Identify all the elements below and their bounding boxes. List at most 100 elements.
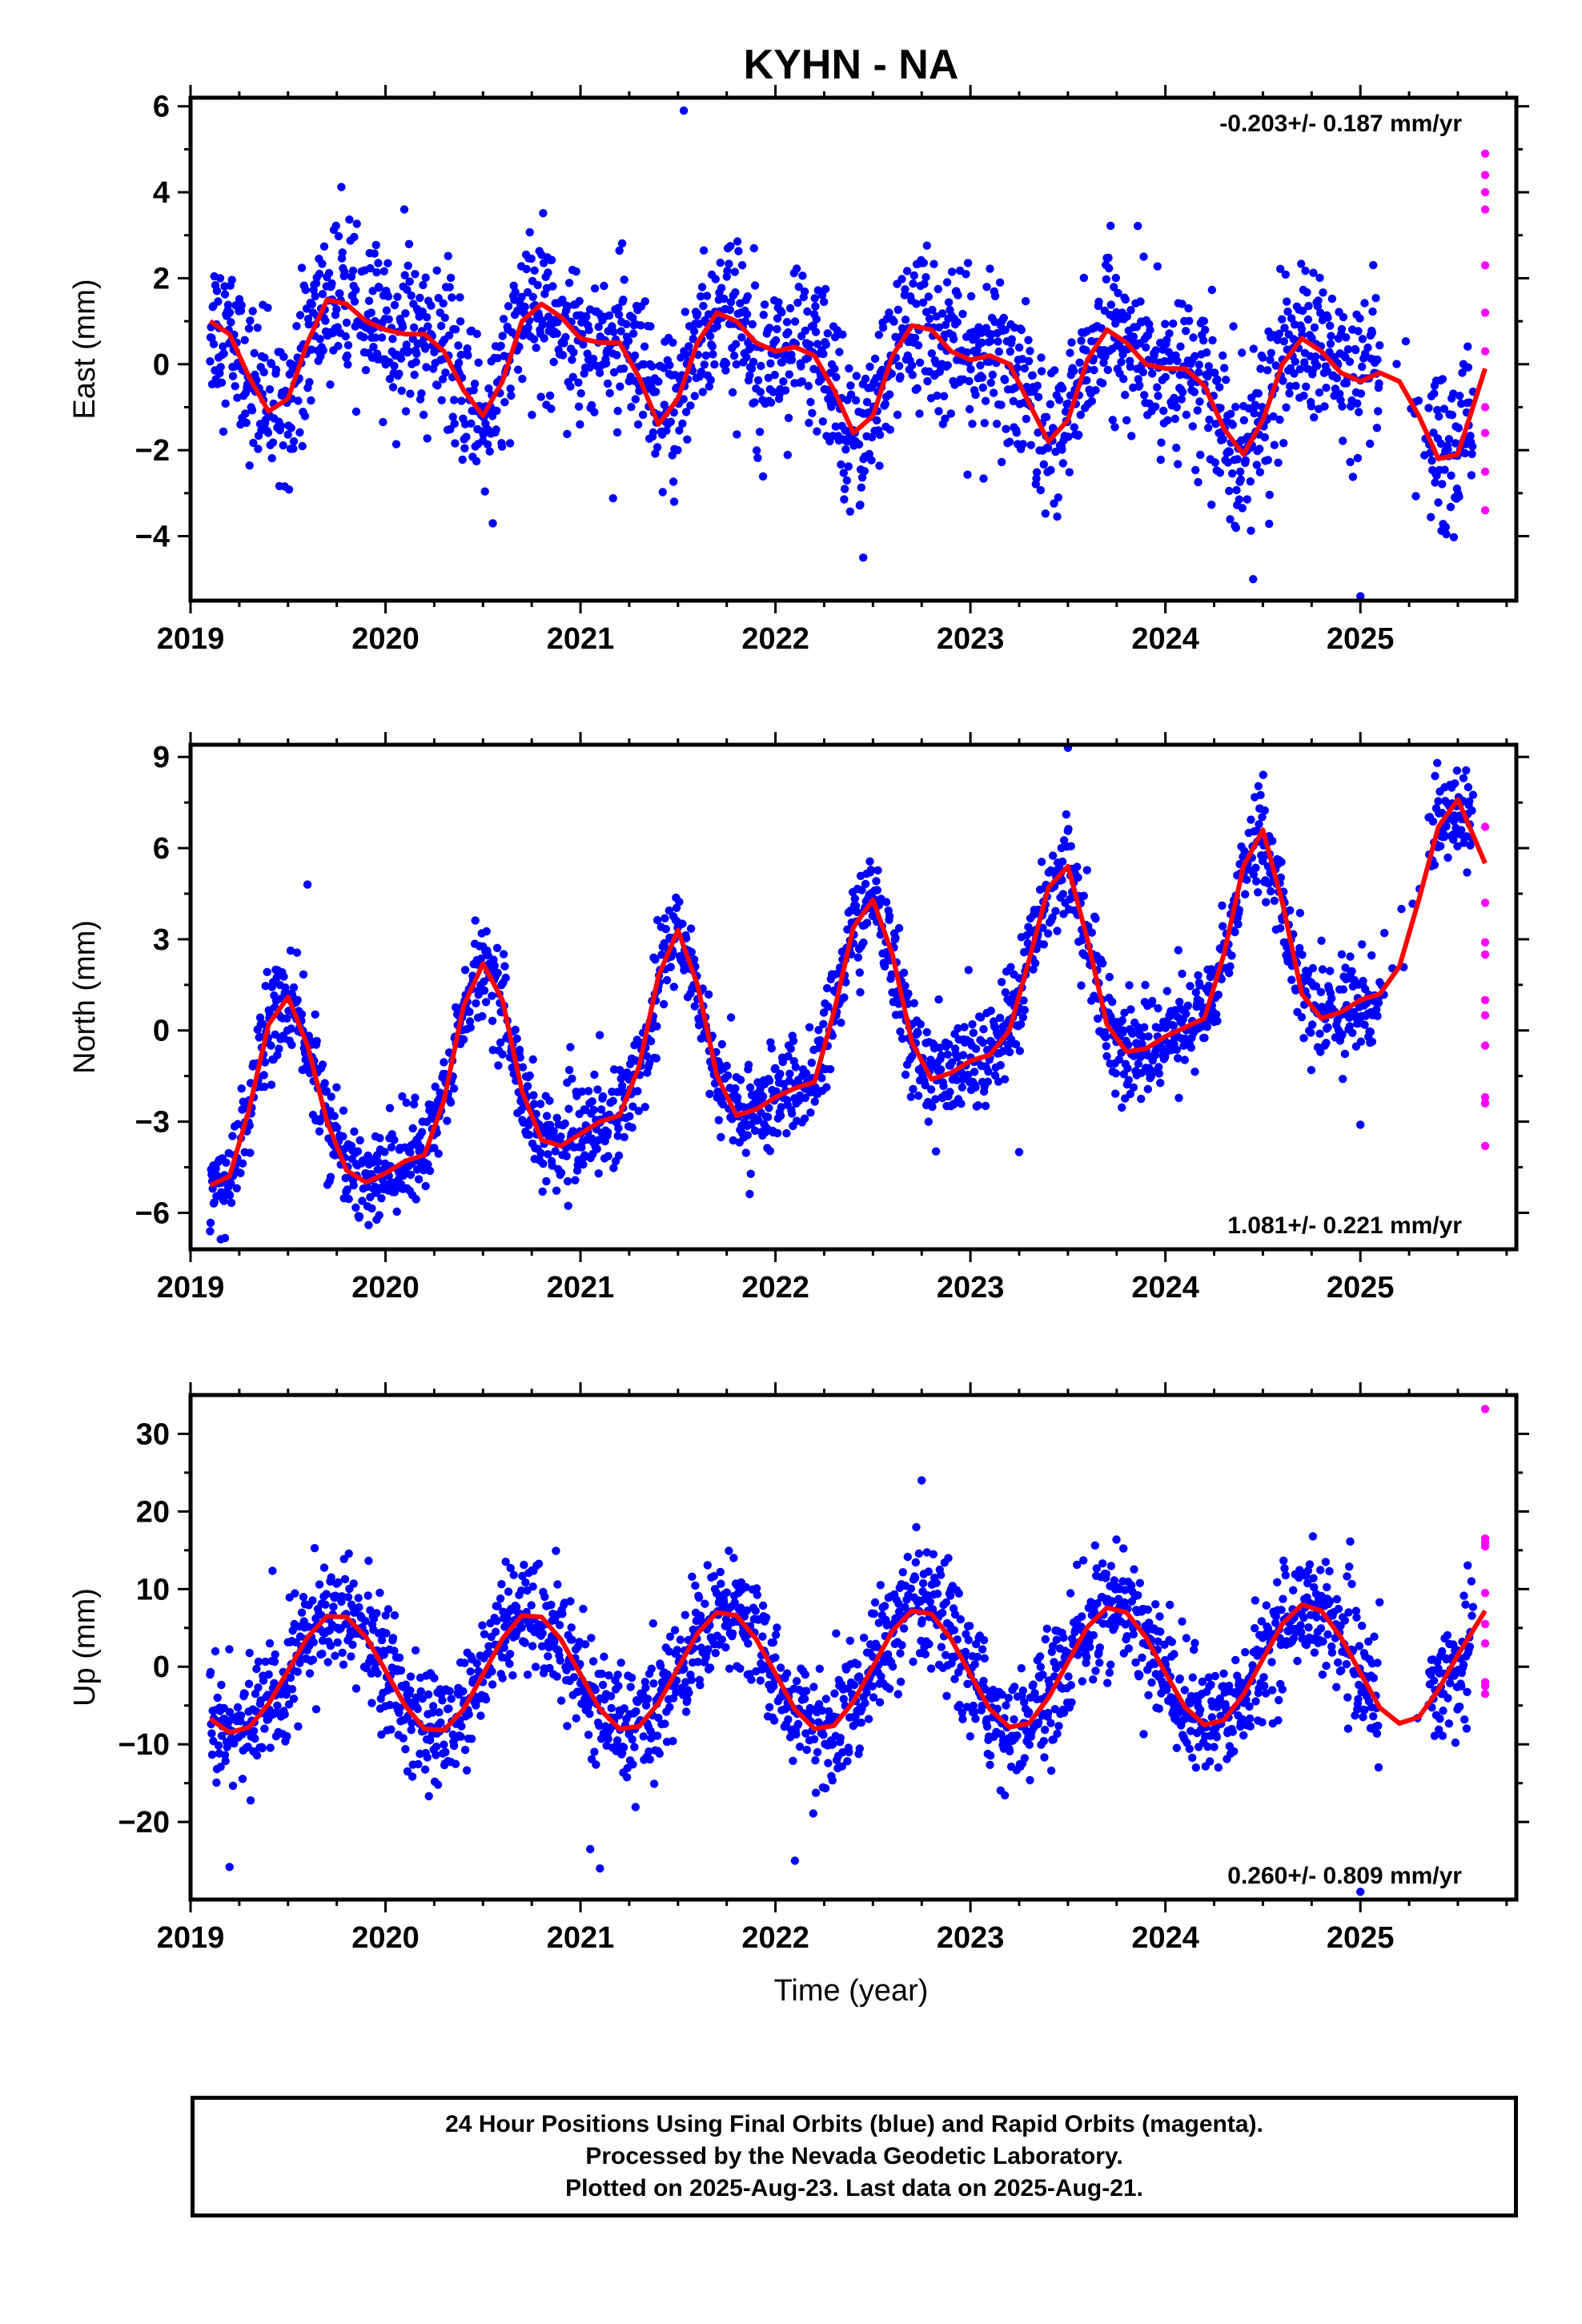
east-final-point [295,428,304,437]
north-final-point [272,973,281,982]
east-final-point [1087,396,1097,406]
east-final-point [726,242,735,251]
up-final-point [521,1578,530,1587]
east-final-point [986,378,996,388]
east-final-point [283,430,292,439]
east-final-point [846,390,856,399]
east-final-point [988,370,998,380]
east-final-point [1219,351,1227,360]
east-final-point [540,334,548,343]
east-final-point [1228,469,1237,478]
east-final-point [307,345,316,354]
east-final-point [673,445,682,455]
north-final-point [1154,1003,1162,1013]
north-x-tick-label: 2025 [1327,1271,1395,1305]
north-final-point [227,1179,235,1188]
north-final-point [1254,782,1263,790]
east-final-point [1301,267,1310,275]
north-final-point [850,895,860,903]
east-final-point [769,388,777,396]
north-final-point [1360,1020,1369,1029]
north-final-point [744,1060,753,1069]
north-final-point [931,1147,941,1156]
east-final-point [1246,477,1255,486]
east-final-point [287,424,295,432]
up-final-point [616,1659,625,1667]
up-final-point [665,1632,675,1641]
east-final-point [794,283,803,292]
east-final-point [770,371,779,380]
east-final-point [915,409,924,418]
east-final-point [214,297,223,306]
east-final-point [1342,333,1351,342]
east-x-tick-label: 2019 [157,622,225,656]
north-final-point [608,1096,617,1106]
up-final-point [613,1671,622,1679]
east-final-point [359,332,368,342]
east-final-point [747,343,756,352]
up-final-point [388,1634,398,1642]
north-final-point [326,1172,335,1181]
east-final-point [971,390,980,400]
north-final-point [1023,939,1033,948]
east-final-point [752,446,761,455]
north-final-point [443,1116,452,1125]
east-final-point [1442,529,1451,539]
east-final-point [271,365,281,374]
north-final-point [367,1204,376,1213]
east-final-point [881,400,890,408]
east-final-point [790,317,800,326]
east-final-point [1443,445,1452,454]
north-final-point [1323,1023,1332,1032]
up-final-point [251,1689,260,1699]
north-final-point [990,1071,1000,1080]
east-final-point [897,275,906,283]
east-final-point [721,359,731,368]
east-final-point [859,553,868,562]
north-final-point [1341,963,1350,972]
up-final-point [580,1640,590,1649]
north-final-point [773,1128,782,1138]
east-final-point [785,304,795,313]
north-final-point [1226,962,1235,971]
up-final-point [620,1704,628,1713]
north-final-point [819,1019,828,1029]
up-final-point [428,1708,437,1717]
east-final-point [361,366,371,375]
north-final-point [963,1071,973,1080]
east-final-point [750,398,759,407]
north-final-point [1191,988,1201,997]
north-final-point [525,1071,534,1080]
east-final-point [994,337,1002,346]
east-final-point [410,370,419,380]
east-final-point [587,400,596,410]
north-final-point [1091,914,1100,923]
east-final-point [819,297,829,307]
up-final-point [334,1578,343,1587]
east-final-point [528,410,536,420]
east-final-point [851,396,861,405]
east-final-point [206,357,215,366]
north-final-point [856,987,865,997]
east-final-point [480,487,489,496]
east-x-tick-label: 2021 [547,622,615,656]
east-final-point [600,281,608,291]
north-rapid-point [1480,822,1490,831]
up-final-point [355,1602,363,1612]
east-final-point [441,368,450,377]
east-final-point [375,283,383,292]
east-final-point [315,269,324,279]
east-final-point [1375,379,1383,388]
east-final-point [393,292,402,301]
east-final-point [1276,264,1285,273]
up-final-point [430,1674,439,1683]
north-final-point [1001,988,1010,997]
north-final-point [1118,1103,1126,1112]
east-final-point [1110,423,1119,432]
east-final-point [920,279,929,288]
north-final-point [957,1100,966,1108]
north-final-point [1048,913,1057,922]
east-final-point [219,342,227,351]
east-final-point [704,310,713,319]
north-final-point [646,1037,656,1046]
